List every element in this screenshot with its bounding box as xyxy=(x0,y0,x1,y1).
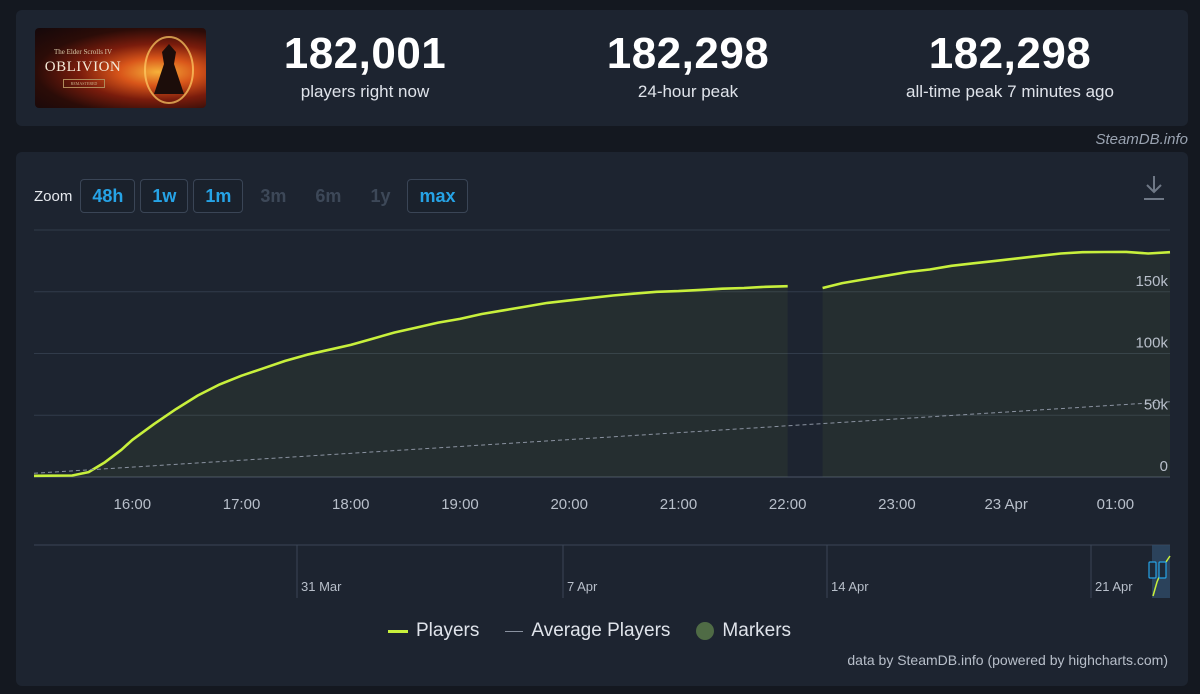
y-tick-label: 50k xyxy=(1144,396,1169,413)
y-tick-label: 100k xyxy=(1135,335,1168,352)
zoom-3m-button: 3m xyxy=(260,185,287,206)
legend-markers[interactable]: Markers xyxy=(696,620,791,642)
average-players-line[interactable] xyxy=(33,401,1171,474)
x-tick-label: 16:00 xyxy=(114,496,152,513)
24h-peak-label: 24-hour peak xyxy=(637,82,739,101)
players-area xyxy=(34,286,788,477)
logo-title: OBLIVION xyxy=(44,59,122,75)
current-players-value: 182,001 xyxy=(283,29,447,78)
all-time-peak-label: all-time peak 7 minutes ago xyxy=(906,82,1114,101)
x-tick-label: 18:00 xyxy=(332,496,370,513)
legend-players[interactable]: Players xyxy=(388,620,479,642)
x-tick-label: 22:00 xyxy=(769,496,807,513)
all-time-peak-value: 182,298 xyxy=(928,29,1092,78)
x-tick-label: 21:00 xyxy=(660,496,698,513)
navigator-tick-label: 21 Apr xyxy=(1095,579,1133,594)
zoom-1m-button[interactable]: 1m xyxy=(193,179,244,213)
zoom-label: Zoom xyxy=(34,187,73,205)
players-area xyxy=(822,251,1170,477)
navigator-tick-label: 31 Mar xyxy=(301,579,342,594)
stat-24h-peak: 182,298 24-hour peak xyxy=(588,28,788,102)
legend-average-label: Average Players xyxy=(531,620,671,641)
download-icon[interactable] xyxy=(1142,174,1166,202)
current-players-label: players right now xyxy=(300,82,430,101)
y-tick-label: 150k xyxy=(1135,273,1168,290)
player-count-chart: 0 50k 100k 150k 16:00 17:00 18:00 19:00 20:00 21:… xyxy=(33,229,1171,598)
legend-markers-swatch xyxy=(696,622,715,640)
stat-current-players: 182,001 players right now xyxy=(265,28,465,102)
navigator-tick-label: 7 Apr xyxy=(567,579,598,594)
x-tick-label: 17:00 xyxy=(223,496,261,513)
players-line[interactable] xyxy=(33,284,788,478)
logo-sup-text: The Elder Scrolls IV xyxy=(53,48,113,56)
zoom-48h-button[interactable]: 48h xyxy=(80,179,136,213)
x-tick-label: 23 Apr xyxy=(984,496,1027,513)
zoom-bar: Zoom 48h 1w 1m 3m 6m 1y max xyxy=(34,178,473,214)
legend-average-players[interactable]: Average Players xyxy=(505,620,670,642)
stats-card: The Elder Scrolls IV OBLIVION REMASTERED… xyxy=(16,10,1188,126)
chart-card: Zoom 48h 1w 1m 3m 6m 1y max 0 50k 100k 150k… xyxy=(16,152,1188,686)
zoom-6m-button: 6m xyxy=(315,185,342,206)
x-tick-label: 20:00 xyxy=(550,496,588,513)
zoom-1w-button[interactable]: 1w xyxy=(140,179,189,213)
legend-players-label: Players xyxy=(416,620,480,641)
chart-legend: Players Average Players Markers xyxy=(388,620,817,642)
x-tick-label: 23:00 xyxy=(878,496,916,513)
navigator-left-handle[interactable] xyxy=(1148,561,1157,579)
game-logo[interactable]: The Elder Scrolls IV OBLIVION REMASTERED xyxy=(35,28,206,108)
24h-peak-value: 182,298 xyxy=(606,29,770,78)
navigator-right-handle[interactable] xyxy=(1158,561,1167,579)
chart-credits[interactable]: data by SteamDB.info (powered by highcha… xyxy=(847,652,1168,668)
x-tick-label: 19:00 xyxy=(441,496,479,513)
logo-sub-text: REMASTERED xyxy=(63,79,105,88)
navigator-tick-label: 14 Apr xyxy=(831,579,869,594)
stat-all-time-peak: 182,298 all-time peak 7 minutes ago xyxy=(880,28,1140,102)
players-line[interactable] xyxy=(822,250,1171,290)
zoom-max-button[interactable]: max xyxy=(407,179,468,213)
legend-players-swatch xyxy=(388,629,408,633)
logo-figure-icon xyxy=(144,36,194,104)
x-tick-label: 01:00 xyxy=(1097,496,1135,513)
legend-average-swatch xyxy=(505,630,524,632)
steamdb-attribution[interactable]: SteamDB.info xyxy=(1095,131,1188,148)
legend-markers-label: Markers xyxy=(722,620,792,641)
zoom-1y-button: 1y xyxy=(370,185,391,206)
y-tick-label: 0 xyxy=(1160,458,1168,475)
